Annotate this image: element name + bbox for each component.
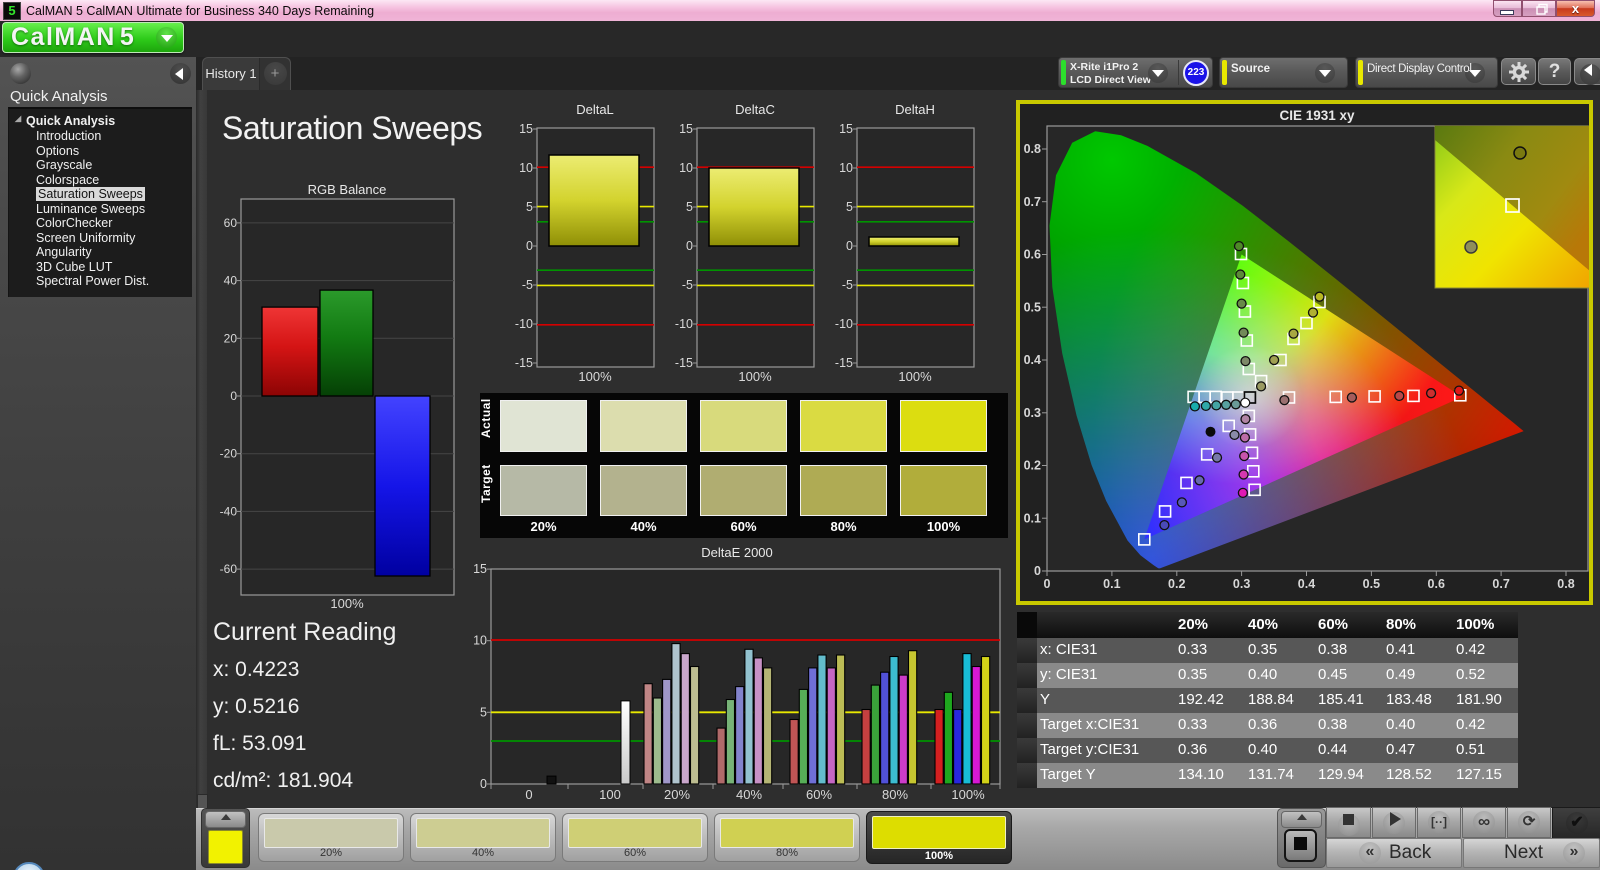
svg-text:-40: -40 bbox=[220, 504, 238, 518]
svg-text:0.6: 0.6 bbox=[1024, 248, 1041, 262]
svg-text:20: 20 bbox=[224, 331, 238, 345]
svg-text:0.6: 0.6 bbox=[1428, 577, 1445, 591]
svg-text:100%: 100% bbox=[738, 369, 772, 384]
svg-text:CIE 1931 xy: CIE 1931 xy bbox=[1279, 108, 1355, 123]
svg-text:10: 10 bbox=[679, 161, 693, 175]
svg-text:0.5: 0.5 bbox=[1024, 300, 1041, 314]
svg-text:0.7: 0.7 bbox=[1024, 195, 1041, 209]
svg-text:0.1: 0.1 bbox=[1103, 577, 1120, 591]
svg-text:100%: 100% bbox=[898, 369, 932, 384]
svg-text:RGB Balance: RGB Balance bbox=[308, 182, 387, 197]
svg-text:0.2: 0.2 bbox=[1168, 577, 1185, 591]
svg-text:-15: -15 bbox=[515, 356, 533, 370]
svg-text:10: 10 bbox=[519, 161, 533, 175]
svg-text:10: 10 bbox=[839, 161, 853, 175]
svg-text:-15: -15 bbox=[675, 356, 693, 370]
svg-text:5: 5 bbox=[846, 200, 853, 214]
svg-text:40%: 40% bbox=[736, 787, 762, 802]
svg-text:100: 100 bbox=[599, 787, 621, 802]
svg-text:-10: -10 bbox=[835, 317, 853, 331]
svg-text:15: 15 bbox=[473, 562, 487, 576]
svg-text:0.8: 0.8 bbox=[1557, 577, 1574, 591]
svg-text:-5: -5 bbox=[682, 278, 693, 292]
svg-text:15: 15 bbox=[519, 122, 533, 136]
svg-text:0: 0 bbox=[1034, 564, 1041, 578]
svg-text:-60: -60 bbox=[220, 562, 238, 576]
svg-text:20%: 20% bbox=[664, 787, 690, 802]
svg-text:0: 0 bbox=[846, 239, 853, 253]
svg-text:0.2: 0.2 bbox=[1024, 459, 1041, 473]
svg-text:0.4: 0.4 bbox=[1298, 577, 1315, 591]
svg-text:5: 5 bbox=[526, 200, 533, 214]
svg-text:60%: 60% bbox=[806, 787, 832, 802]
svg-text:DeltaL: DeltaL bbox=[576, 102, 614, 117]
svg-text:DeltaH: DeltaH bbox=[895, 102, 935, 117]
svg-text:100%: 100% bbox=[330, 596, 364, 611]
svg-text:60: 60 bbox=[224, 216, 238, 230]
svg-text:-5: -5 bbox=[522, 278, 533, 292]
svg-text:100%: 100% bbox=[578, 369, 612, 384]
svg-text:DeltaC: DeltaC bbox=[735, 102, 775, 117]
svg-text:-10: -10 bbox=[675, 317, 693, 331]
svg-text:0.3: 0.3 bbox=[1024, 406, 1041, 420]
svg-text:80%: 80% bbox=[882, 787, 908, 802]
svg-text:0: 0 bbox=[525, 787, 532, 802]
svg-text:0: 0 bbox=[230, 389, 237, 403]
svg-text:15: 15 bbox=[839, 122, 853, 136]
svg-text:0: 0 bbox=[526, 239, 533, 253]
svg-text:0.3: 0.3 bbox=[1233, 577, 1250, 591]
svg-text:5: 5 bbox=[686, 200, 693, 214]
svg-text:-15: -15 bbox=[835, 356, 853, 370]
svg-text:40: 40 bbox=[224, 274, 238, 288]
svg-text:0.1: 0.1 bbox=[1024, 511, 1041, 525]
svg-text:0.8: 0.8 bbox=[1024, 142, 1041, 156]
svg-text:0: 0 bbox=[1044, 577, 1051, 591]
svg-text:0: 0 bbox=[480, 777, 487, 791]
svg-text:10: 10 bbox=[473, 634, 487, 648]
svg-text:0.4: 0.4 bbox=[1024, 353, 1041, 367]
svg-text:0.7: 0.7 bbox=[1492, 577, 1509, 591]
svg-text:0: 0 bbox=[686, 239, 693, 253]
svg-text:-5: -5 bbox=[842, 278, 853, 292]
svg-text:100%: 100% bbox=[951, 787, 985, 802]
svg-text:-10: -10 bbox=[515, 317, 533, 331]
svg-text:0.5: 0.5 bbox=[1363, 577, 1380, 591]
svg-text:DeltaE 2000: DeltaE 2000 bbox=[701, 545, 773, 560]
svg-text:15: 15 bbox=[679, 122, 693, 136]
svg-text:-20: -20 bbox=[220, 447, 238, 461]
svg-text:5: 5 bbox=[480, 705, 487, 719]
